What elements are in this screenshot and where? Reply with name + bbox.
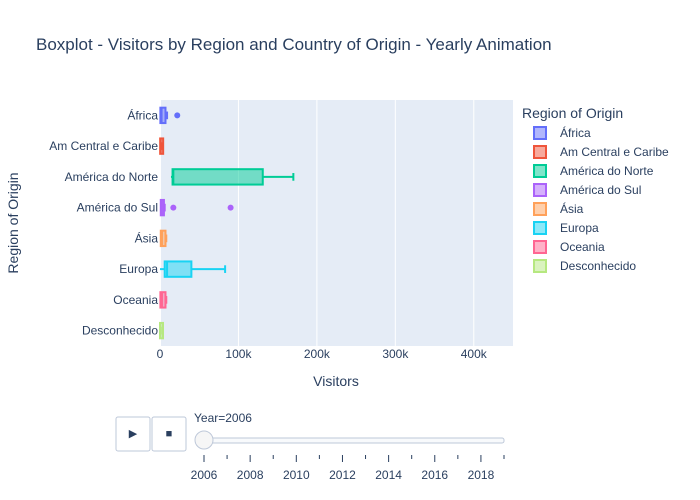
y-axis-title: Region of Origin: [5, 172, 21, 273]
legend-item[interactable]: América do Norte: [533, 164, 654, 178]
x-axis-title: Visitors: [313, 373, 359, 389]
y-tick-label: América do Sul: [77, 201, 158, 215]
y-tick-label: Desconhecido: [82, 324, 158, 338]
x-tick-label: 400k: [461, 347, 488, 361]
box-3[interactable]: [159, 198, 234, 217]
box-body: [159, 106, 167, 125]
outlier-point: [170, 204, 177, 211]
legend-label: América do Norte: [560, 164, 654, 178]
legend-label: Europa: [560, 221, 599, 235]
legend-label: Oceania: [560, 240, 605, 254]
outlier-point: [174, 112, 181, 119]
play-button[interactable]: ▶: [115, 416, 151, 452]
legend-label: Desconhecido: [560, 259, 636, 273]
legend-label: Ásia: [560, 201, 584, 216]
play-icon: ▶: [129, 428, 138, 440]
box-0[interactable]: [159, 106, 181, 125]
stop-icon: ■: [166, 428, 173, 440]
y-tick-label: Ásia: [135, 230, 159, 245]
box-4[interactable]: [159, 229, 168, 248]
box-body: [163, 260, 193, 278]
box-body: [171, 168, 264, 186]
slider-year-label: 2010: [283, 468, 310, 482]
stop-button[interactable]: ■: [151, 416, 187, 452]
legend-swatch: [533, 259, 547, 273]
legend-item[interactable]: Europa: [533, 221, 599, 235]
slider-year-label: 2016: [421, 468, 448, 482]
legend-item[interactable]: Desconhecido: [533, 259, 636, 273]
slider-current-value: Year=2006: [194, 411, 252, 425]
y-tick-label: Am Central e Caribe: [49, 139, 158, 153]
legend-item[interactable]: Ásia: [533, 201, 584, 216]
legend-swatch: [533, 202, 547, 216]
legend-label: Am Central e Caribe: [560, 145, 669, 159]
y-tick-label: África: [127, 107, 158, 122]
box-body: [159, 229, 167, 248]
box-2[interactable]: [170, 168, 295, 186]
box-5[interactable]: [160, 260, 227, 278]
legend-swatch: [533, 183, 547, 197]
x-tick-label: 0: [157, 347, 164, 361]
slider-year-label: 2006: [191, 468, 218, 482]
legend-swatch: [533, 145, 547, 159]
legend-swatch: [533, 126, 547, 140]
legend-swatch: [533, 240, 547, 254]
y-tick-label: Oceania: [113, 293, 158, 307]
slider-year-label: 2014: [375, 468, 402, 482]
legend-title: Region of Origin: [522, 105, 623, 121]
y-tick-label: América do Norte: [65, 170, 159, 184]
x-tick-label: 100k: [225, 347, 252, 361]
legend-item[interactable]: Am Central e Caribe: [533, 145, 669, 159]
x-tick-labels: 0 100k 200k 300k 400k: [157, 347, 488, 361]
slider-year-label: 2018: [468, 468, 495, 482]
slider-handle[interactable]: [194, 430, 214, 450]
legend-item[interactable]: Oceania: [533, 240, 605, 254]
x-tick-label: 200k: [304, 347, 331, 361]
legend-item[interactable]: África: [533, 125, 591, 140]
box-7[interactable]: [159, 321, 164, 340]
box-1[interactable]: [159, 137, 165, 155]
y-tick-labels: África Am Central e Caribe América do Nort…: [49, 107, 158, 337]
chart-title: Boxplot - Visitors by Region and Country…: [36, 35, 552, 54]
slider-rail[interactable]: [203, 437, 505, 444]
legend-swatch: [533, 221, 547, 235]
legend-label: América do Sul: [560, 183, 641, 197]
slider-year-label: 2012: [329, 468, 356, 482]
slider-ticks: 2006 2008 2010 2012 2014 2016 2018: [191, 455, 505, 482]
legend-swatch: [533, 164, 547, 178]
box-6[interactable]: [159, 291, 168, 309]
slider-year-label: 2008: [237, 468, 264, 482]
legend-item[interactable]: América do Sul: [533, 183, 641, 197]
x-tick-label: 300k: [382, 347, 409, 361]
box-series: [159, 106, 295, 340]
legend: África Am Central e Caribe América do Nort…: [533, 125, 669, 273]
outlier-point: [227, 204, 234, 211]
y-tick-label: Europa: [119, 262, 158, 276]
legend-label: África: [560, 125, 591, 140]
plot-area: [160, 100, 513, 346]
